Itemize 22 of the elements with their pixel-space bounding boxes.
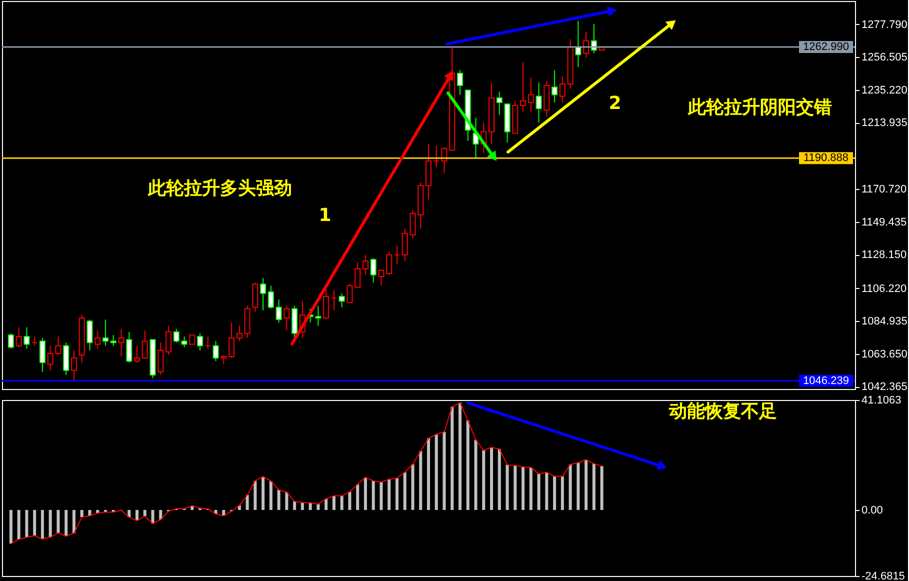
ref-line-label: 1190.888 [803,152,849,164]
ref-line-label: 1262.990 [803,41,849,54]
y-tick-label: 1084.935 [862,316,908,328]
annotation: 此轮拉升阴阳交错 [687,97,832,118]
annotation: 此轮拉升多头强劲 [147,178,292,199]
y-tick-label: 1235.220 [862,84,908,96]
y-tick-label: 1213.935 [862,117,908,130]
y-tick-label: 1063.650 [862,348,908,360]
y-tick-label: 0.00 [862,504,883,516]
annotation: 2 [608,93,622,114]
annotation: 动能恢复不足 [668,401,777,422]
y-tick-label: 1128.150 [862,249,907,262]
y-tick-label: 1277.790 [862,18,908,31]
y-tick-label: 41.1063 [862,394,902,406]
y-tick-label: 1149.435 [862,216,907,228]
y-tick-label: 1042.365 [862,381,908,394]
ref-line-label: 1046.239 [803,374,849,387]
y-tick-label: 1256.505 [862,52,908,64]
y-tick-label: -24.6815 [862,570,905,581]
annotation: 1 [318,205,332,226]
y-tick-label: 1170.720 [862,184,907,196]
y-tick-label: 1106.220 [862,282,907,295]
